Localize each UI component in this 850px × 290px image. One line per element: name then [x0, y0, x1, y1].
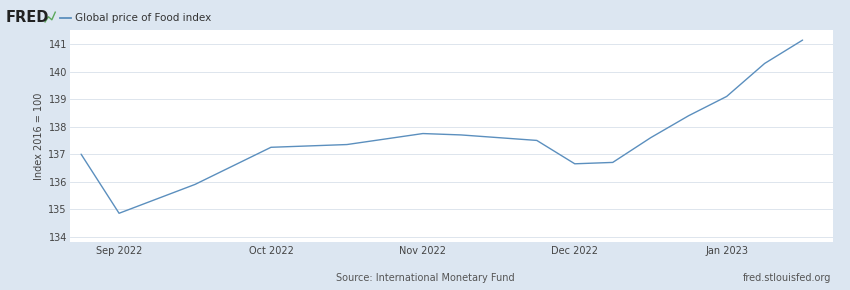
Text: Source: International Monetary Fund: Source: International Monetary Fund [336, 273, 514, 283]
Text: Global price of Food index: Global price of Food index [75, 13, 211, 23]
Text: FRED: FRED [6, 10, 49, 25]
Text: fred.stlouisfed.org: fred.stlouisfed.org [743, 273, 831, 283]
Y-axis label: Index 2016 = 100: Index 2016 = 100 [34, 93, 44, 180]
